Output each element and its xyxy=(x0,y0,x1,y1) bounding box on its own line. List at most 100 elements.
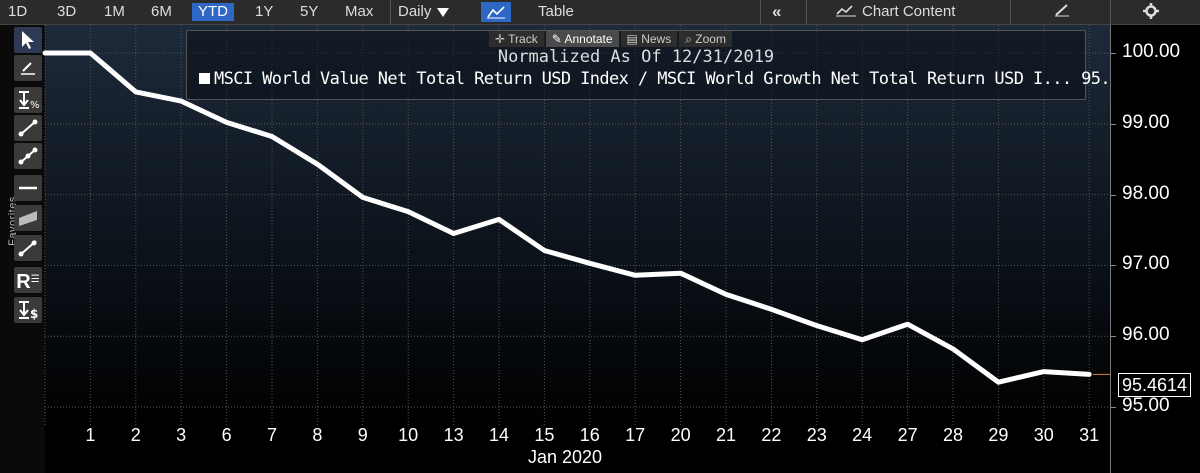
x-tick-label: 10 xyxy=(398,425,419,445)
x-tick-label: 21 xyxy=(715,425,737,445)
y-tick xyxy=(1110,336,1116,338)
y-tick-label: 100.00 xyxy=(1122,41,1181,62)
price-change-tool[interactable]: $ xyxy=(14,297,42,323)
y-axis[interactable] xyxy=(1110,25,1200,473)
x-tick-label: 31 xyxy=(1079,425,1100,445)
annotate-button[interactable]: ✎ Annotate xyxy=(545,31,619,47)
last-price-label: 95.4614 xyxy=(1118,373,1192,397)
table-view-button[interactable]: Table xyxy=(538,3,574,20)
horizontal-line-icon xyxy=(19,186,37,190)
series-swatch-icon xyxy=(199,73,210,84)
zoom-label: Zoom xyxy=(695,32,726,46)
pointer-tool[interactable] xyxy=(14,27,42,53)
legend-toolbar: ✛ Track ✎ Annotate ▤ News ⌕ Zoom xyxy=(489,31,732,47)
chart-content-button[interactable]: Chart Content xyxy=(836,3,955,21)
drawing-tools-panel: Favorites % R☰ $ xyxy=(0,25,45,473)
top-toolbar: 1D 3D 1M 6M YTD 1Y 5Y Max Daily Table « … xyxy=(0,0,1200,25)
x-axis-title: Jan 2020 xyxy=(527,447,603,467)
range-1d-button[interactable]: 1D xyxy=(8,3,28,20)
x-tick-label: 17 xyxy=(625,425,646,445)
x-tick-label: 29 xyxy=(988,425,1009,445)
track-label: Track xyxy=(508,32,538,46)
x-tick-label: 2 xyxy=(130,425,141,445)
frequency-label: Daily xyxy=(398,3,432,20)
channel-tool[interactable] xyxy=(14,205,42,231)
chevron-down-icon xyxy=(437,7,450,17)
x-tick-label: 6 xyxy=(221,425,232,445)
legend-series-label: MSCI World Value Net Total Return USD In… xyxy=(214,69,1072,89)
draw-tool[interactable] xyxy=(14,55,42,81)
frequency-dropdown[interactable]: Daily xyxy=(398,3,450,21)
x-tick-label: 27 xyxy=(897,425,918,445)
news-label: News xyxy=(641,32,672,46)
toolbar-divider xyxy=(390,0,391,24)
y-tick xyxy=(1110,194,1116,196)
toolbar-divider xyxy=(1010,0,1011,24)
x-tick-label: 3 xyxy=(176,425,187,445)
y-tick-label: 99.00 xyxy=(1122,111,1170,133)
svg-text:$: $ xyxy=(30,307,38,320)
y-tick-label: 98.00 xyxy=(1122,182,1170,204)
news-button[interactable]: ▤ News xyxy=(620,31,678,47)
track-button[interactable]: ✛ Track xyxy=(489,31,544,47)
horizontal-line-tool[interactable] xyxy=(14,175,42,201)
price-change-icon: $ xyxy=(19,301,38,320)
gear-icon xyxy=(1143,3,1159,19)
trend-line-icon xyxy=(18,119,38,137)
x-tick-label: 15 xyxy=(534,425,555,445)
y-tick xyxy=(1110,53,1116,54)
x-tick-label: 13 xyxy=(443,425,464,445)
x-tick-label: 8 xyxy=(312,425,323,445)
multi-point-line-tool[interactable] xyxy=(14,143,42,169)
range-max-button[interactable]: Max xyxy=(345,3,374,20)
range-3d-button[interactable]: 3D xyxy=(57,3,77,20)
channel-icon xyxy=(19,211,37,226)
legend-series-entry[interactable]: MSCI World Value Net Total Return USD In… xyxy=(199,69,1149,89)
legend-title: Normalized As Of 12/31/2019 xyxy=(497,47,775,67)
x-tick-label: 7 xyxy=(266,425,277,445)
series-line[interactable] xyxy=(42,50,1092,385)
toolbar-divider xyxy=(806,0,807,24)
edit-chart-button[interactable] xyxy=(1054,3,1070,21)
line-chart-view-button[interactable] xyxy=(481,2,511,22)
settings-button[interactable] xyxy=(1143,3,1159,21)
pencil-icon xyxy=(21,62,35,75)
x-tick-label: 30 xyxy=(1033,425,1054,445)
annotate-label: Annotate xyxy=(564,32,613,46)
range-1m-button[interactable]: 1M xyxy=(104,3,125,20)
regression-icon: R☰ xyxy=(16,271,40,293)
line-chart-icon xyxy=(487,6,505,19)
toolbar-divider xyxy=(1110,0,1111,24)
y-tick-label: 96.00 xyxy=(1122,324,1170,346)
x-tick-label: 20 xyxy=(670,425,691,445)
x-tick-label: 1 xyxy=(85,425,96,445)
y-tick xyxy=(1110,123,1116,125)
multi-point-line-icon xyxy=(18,147,38,165)
x-tick-label: 16 xyxy=(579,425,600,445)
cursor-arrow-icon xyxy=(22,31,34,49)
y-tick xyxy=(1110,265,1116,267)
range-ytd-button[interactable]: YTD xyxy=(192,3,234,21)
regression-tool[interactable]: R☰ xyxy=(14,267,42,293)
x-tick-label: 23 xyxy=(806,425,827,445)
x-tick-label: 24 xyxy=(852,425,873,445)
pencil-icon xyxy=(1055,4,1069,17)
y-tick-label: 95.00 xyxy=(1122,395,1170,416)
percent-change-icon: % xyxy=(19,91,40,110)
y-tick xyxy=(1110,407,1116,408)
trend-line-tool[interactable] xyxy=(14,115,42,141)
range-6m-button[interactable]: 6M xyxy=(151,3,172,20)
collapse-icon[interactable]: « xyxy=(772,2,782,21)
range-5y-button[interactable]: 5Y xyxy=(300,3,319,20)
zoom-button[interactable]: ⌕ Zoom xyxy=(679,31,732,47)
x-tick-label: 9 xyxy=(357,425,368,445)
chart-content-label: Chart Content xyxy=(862,3,956,20)
range-1y-button[interactable]: 1Y xyxy=(255,3,274,20)
x-tick-label: 14 xyxy=(488,425,510,445)
percent-change-tool[interactable]: % xyxy=(14,87,42,113)
x-tick-label: 22 xyxy=(761,425,782,445)
x-tick-label: 28 xyxy=(942,425,964,445)
chart-content-icon xyxy=(836,5,856,17)
ray-line-icon xyxy=(18,240,37,257)
ray-line-tool[interactable] xyxy=(14,235,42,261)
